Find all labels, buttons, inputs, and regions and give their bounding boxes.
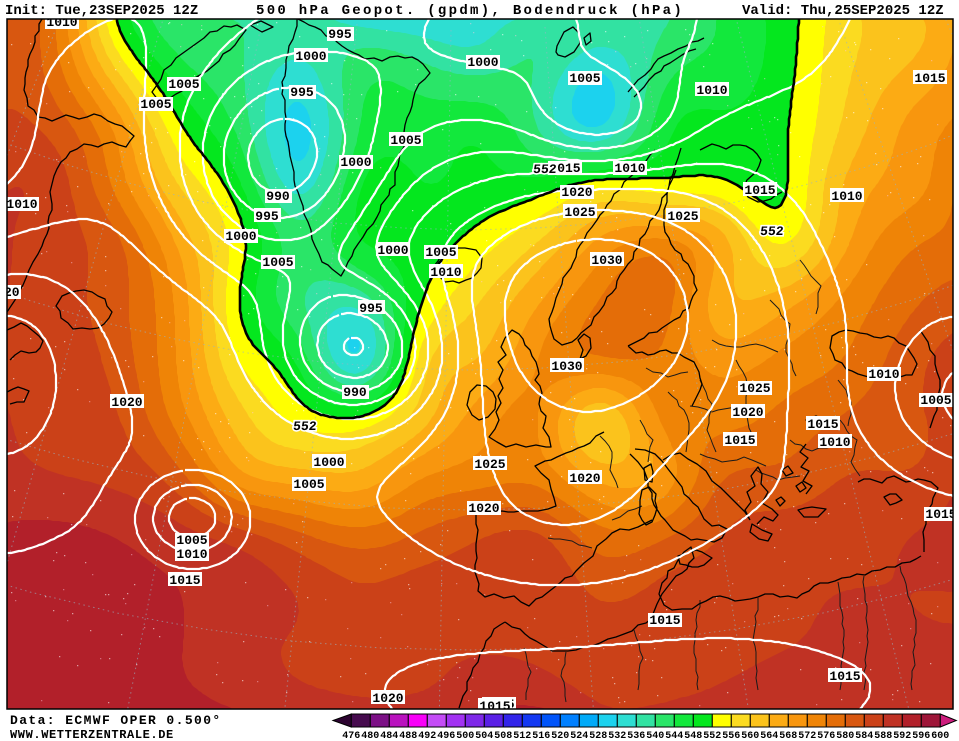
svg-text:1005: 1005 (262, 255, 293, 270)
svg-text:1000: 1000 (313, 455, 344, 470)
svg-text:1010: 1010 (46, 15, 77, 30)
svg-text:1020: 1020 (111, 395, 142, 410)
svg-text:995: 995 (359, 301, 383, 316)
svg-text:1025: 1025 (474, 457, 505, 472)
svg-text:556: 556 (722, 731, 740, 741)
svg-text:1025: 1025 (739, 381, 770, 396)
svg-text:990: 990 (266, 189, 290, 204)
svg-text:1020: 1020 (561, 185, 592, 200)
svg-text:588: 588 (874, 731, 892, 741)
svg-text:540: 540 (646, 731, 664, 741)
svg-text:596: 596 (912, 731, 930, 741)
svg-text:592: 592 (893, 731, 911, 741)
svg-text:552: 552 (532, 162, 557, 177)
svg-text:572: 572 (798, 731, 816, 741)
svg-text:580: 580 (836, 731, 854, 741)
svg-text:1000: 1000 (340, 155, 371, 170)
svg-text:1010: 1010 (176, 547, 207, 562)
svg-text:480: 480 (361, 731, 379, 741)
svg-text:1005: 1005 (168, 77, 199, 92)
svg-text:1030: 1030 (551, 359, 582, 374)
svg-text:576: 576 (817, 731, 835, 741)
svg-text:1025: 1025 (564, 205, 595, 220)
svg-text:995: 995 (290, 85, 314, 100)
svg-text:1010: 1010 (696, 83, 727, 98)
svg-text:528: 528 (589, 731, 607, 741)
svg-text:1015: 1015 (169, 573, 200, 588)
svg-text:1000: 1000 (377, 243, 408, 258)
svg-text:524: 524 (570, 731, 588, 741)
svg-text:492: 492 (418, 731, 436, 741)
svg-text:532: 532 (608, 731, 626, 741)
svg-text:1000: 1000 (295, 49, 326, 64)
svg-text:536: 536 (627, 731, 645, 741)
svg-text:496: 496 (437, 731, 455, 741)
svg-text:568: 568 (779, 731, 797, 741)
svg-text:WWW.WETTERZENTRALE.DE: WWW.WETTERZENTRALE.DE (10, 728, 174, 741)
svg-text:476: 476 (342, 731, 360, 741)
svg-text:1020: 1020 (372, 691, 403, 706)
svg-text:552: 552 (759, 224, 784, 239)
svg-text:512: 512 (513, 731, 531, 741)
svg-text:1000: 1000 (225, 229, 256, 244)
svg-text:995: 995 (328, 27, 352, 42)
svg-text:584: 584 (855, 731, 873, 741)
svg-text:564: 564 (760, 731, 778, 741)
svg-text:504: 504 (475, 731, 493, 741)
svg-text:552: 552 (292, 419, 317, 434)
svg-text:1020: 1020 (732, 405, 763, 420)
svg-text:1015: 1015 (649, 613, 680, 628)
svg-text:Valid: Thu,25SEP2025 12Z: Valid: Thu,25SEP2025 12Z (742, 3, 944, 19)
svg-text:1005: 1005 (293, 477, 324, 492)
svg-text:1015: 1015 (829, 669, 860, 684)
svg-text:1010: 1010 (831, 189, 862, 204)
svg-text:1010: 1010 (819, 435, 850, 450)
svg-text:1005: 1005 (920, 393, 951, 408)
svg-text:1010: 1010 (430, 265, 461, 280)
svg-text:1015: 1015 (744, 183, 775, 198)
svg-text:995: 995 (255, 209, 279, 224)
svg-text:600: 600 (931, 731, 949, 741)
svg-text:1005: 1005 (390, 133, 421, 148)
svg-text:508: 508 (494, 731, 512, 741)
svg-text:1020: 1020 (0, 285, 20, 300)
svg-text:1005: 1005 (140, 97, 171, 112)
svg-text:1010: 1010 (6, 197, 37, 212)
svg-text:488: 488 (399, 731, 417, 741)
svg-text:1005: 1005 (569, 71, 600, 86)
svg-text:516: 516 (532, 731, 550, 741)
svg-text:990: 990 (343, 385, 367, 400)
svg-text:1015: 1015 (925, 507, 956, 522)
svg-text:544: 544 (665, 731, 683, 741)
svg-text:548: 548 (684, 731, 702, 741)
svg-text:1005: 1005 (425, 245, 456, 260)
svg-text:1000: 1000 (467, 55, 498, 70)
svg-text:520: 520 (551, 731, 569, 741)
svg-text:484: 484 (380, 731, 398, 741)
svg-text:1015: 1015 (724, 433, 755, 448)
svg-text:500 hPa Geopot. (gpdm), Bodend: 500 hPa Geopot. (gpdm), Bodendruck (hPa) (256, 3, 684, 19)
svg-text:1005: 1005 (176, 533, 207, 548)
svg-text:1020: 1020 (569, 471, 600, 486)
svg-text:1015: 1015 (549, 161, 580, 176)
svg-text:1010: 1010 (614, 161, 645, 176)
svg-text:Init: Tue,23SEP2025 12Z: Init: Tue,23SEP2025 12Z (5, 3, 198, 19)
svg-text:Data: ECMWF OPER 0.500°: Data: ECMWF OPER 0.500° (10, 713, 222, 728)
svg-text:1020: 1020 (468, 501, 499, 516)
svg-text:1030: 1030 (591, 253, 622, 268)
svg-text:1015: 1015 (914, 71, 945, 86)
svg-text:1010: 1010 (868, 367, 899, 382)
svg-text:500: 500 (456, 731, 474, 741)
svg-text:560: 560 (741, 731, 759, 741)
svg-text:552: 552 (703, 731, 721, 741)
svg-text:1015: 1015 (479, 699, 510, 714)
svg-text:1025: 1025 (667, 209, 698, 224)
svg-text:1015: 1015 (807, 417, 838, 432)
